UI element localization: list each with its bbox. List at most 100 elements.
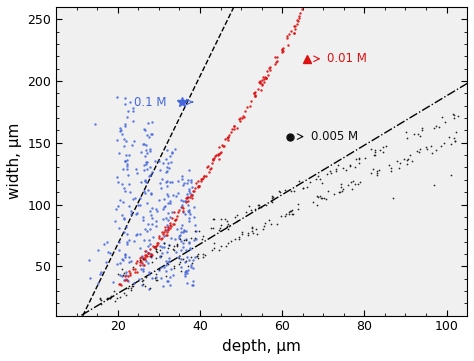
Point <box>141 248 149 254</box>
Point <box>146 146 154 152</box>
Point <box>120 229 128 235</box>
Point <box>129 264 137 270</box>
Point <box>146 286 154 291</box>
Point <box>264 73 272 78</box>
Point <box>199 233 206 239</box>
Point <box>142 274 150 279</box>
Text: 0.005 M: 0.005 M <box>311 130 358 143</box>
Point <box>152 274 160 280</box>
Point <box>103 295 111 301</box>
Point <box>119 272 127 278</box>
Point <box>136 276 143 282</box>
Point <box>97 297 104 303</box>
Point <box>191 228 198 234</box>
Point <box>144 243 152 248</box>
Point <box>123 239 130 245</box>
Point <box>210 217 218 222</box>
Point <box>121 123 128 129</box>
Point <box>137 254 145 260</box>
Point <box>227 238 235 243</box>
Point <box>395 165 402 171</box>
Point <box>197 178 205 184</box>
Point <box>223 223 231 229</box>
Point <box>129 196 137 202</box>
Point <box>273 59 280 65</box>
Point <box>117 282 125 288</box>
Point <box>137 258 145 264</box>
Point <box>294 201 302 207</box>
Point <box>413 148 421 154</box>
Point <box>115 247 123 253</box>
Point <box>251 90 258 95</box>
Point <box>132 232 140 238</box>
Point <box>265 65 273 71</box>
Point <box>141 190 149 196</box>
Point <box>141 177 149 183</box>
Point <box>262 75 270 81</box>
Point <box>181 269 189 275</box>
Point <box>419 125 426 131</box>
Point <box>162 179 169 185</box>
Point <box>430 126 438 131</box>
Point <box>139 256 146 262</box>
Point <box>171 247 178 253</box>
Point <box>152 223 160 229</box>
Point <box>109 279 117 285</box>
Point <box>136 255 144 261</box>
Point <box>94 247 102 253</box>
Point <box>143 150 151 156</box>
Point <box>207 166 214 172</box>
Point <box>166 179 173 185</box>
Point <box>162 268 170 274</box>
Point <box>294 21 301 26</box>
Point <box>164 210 172 216</box>
Point <box>182 260 189 265</box>
Point <box>210 245 218 251</box>
Point <box>191 238 198 243</box>
Point <box>191 222 199 228</box>
Point <box>215 145 223 151</box>
Point <box>178 204 185 210</box>
Point <box>178 204 185 210</box>
Point <box>164 224 171 230</box>
Point <box>126 99 134 105</box>
Point <box>258 82 265 87</box>
Point <box>168 179 175 184</box>
Point <box>209 156 217 162</box>
Point <box>286 209 294 214</box>
Point <box>283 211 290 217</box>
Point <box>152 244 159 250</box>
Point <box>147 254 155 260</box>
Point <box>216 225 224 231</box>
Point <box>120 277 128 283</box>
Point <box>185 208 192 214</box>
Point <box>130 105 137 111</box>
Point <box>149 234 156 240</box>
Point <box>188 283 196 288</box>
Point <box>125 268 132 274</box>
Point <box>155 268 163 273</box>
Point <box>146 246 154 252</box>
Point <box>163 178 171 184</box>
Point <box>146 172 153 178</box>
Point <box>144 260 151 266</box>
Point <box>201 252 209 258</box>
Point <box>144 187 152 193</box>
Point <box>169 215 176 221</box>
Point <box>241 108 248 114</box>
Point <box>175 207 183 213</box>
Point <box>217 216 225 222</box>
Point <box>124 157 131 163</box>
Point <box>187 255 195 260</box>
Point <box>142 153 149 159</box>
Point <box>285 209 293 214</box>
Point <box>121 251 128 257</box>
Point <box>256 79 264 85</box>
Point <box>255 203 262 208</box>
Point <box>403 161 410 167</box>
Point <box>178 203 186 208</box>
Point <box>268 193 276 199</box>
Point <box>179 209 187 215</box>
Point <box>427 144 435 149</box>
Point <box>185 186 192 192</box>
